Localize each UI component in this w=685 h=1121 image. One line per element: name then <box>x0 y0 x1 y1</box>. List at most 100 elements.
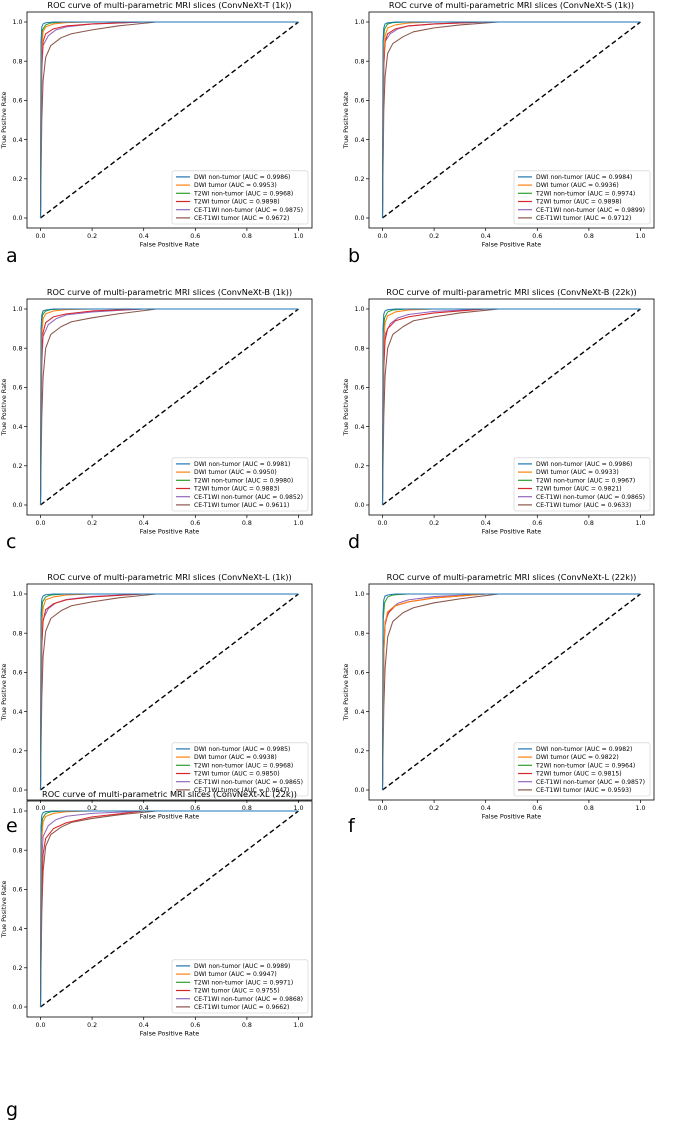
roc-series-line <box>39 308 299 506</box>
y-axis-label: True Positive Rate <box>0 378 8 436</box>
panel-letter: b <box>348 245 360 267</box>
y-tick-label: 0.2 <box>354 748 364 755</box>
y-axis-label: True Positive Rate <box>0 91 8 149</box>
y-tick-label: 0.8 <box>12 58 22 65</box>
chance-line <box>40 308 299 506</box>
roc-series-line <box>39 21 299 219</box>
chance-line <box>40 810 299 1008</box>
roc-series-line <box>39 593 299 791</box>
legend-box <box>171 170 309 225</box>
legend-entry: CE-T1WI tumor (AUC = 0.9672) <box>194 215 289 222</box>
legend-box <box>513 457 651 512</box>
legend-entry: DWI tumor (AUC = 0.9950) <box>194 469 277 476</box>
roc-series-line <box>39 21 299 219</box>
y-tick-label: 0.4 <box>12 424 22 431</box>
legend-entry: CE-T1WI tumor (AUC = 0.9662) <box>194 1004 289 1011</box>
legend-entry: T2WI tumor (AUC = 0.9898) <box>193 199 280 206</box>
roc-panel-a: ROC curve of multi-parametric MRI slices… <box>0 0 313 267</box>
legend-entry: CE-T1WI tumor (AUC = 0.9712) <box>536 215 631 222</box>
x-tick-label: 0.4 <box>481 805 491 812</box>
legend-entry: T2WI tumor (AUC = 0.9850) <box>193 771 280 778</box>
y-tick-label: 0.8 <box>354 58 364 65</box>
x-tick-label: 0.8 <box>242 233 252 240</box>
x-axis-label: False Positive Rate <box>140 1030 199 1038</box>
series-group <box>39 308 299 506</box>
legend-entry: CE-T1WI non-tumor (AUC = 0.9875) <box>194 207 303 214</box>
chance-line <box>382 308 641 506</box>
x-tick-label: 0.6 <box>532 520 542 527</box>
x-tick-label: 1.0 <box>635 233 645 240</box>
chart-title: ROC curve of multi-parametric MRI slices… <box>47 287 292 297</box>
x-tick-label: 0.0 <box>377 805 387 812</box>
legend-entry: DWI non-tumor (AUC = 0.9982) <box>536 746 632 753</box>
y-tick-label: 1.0 <box>12 808 22 815</box>
legend: DWI non-tumor (AUC = 0.9989)DWI tumor (A… <box>171 959 309 1014</box>
legend-entry: T2WI tumor (AUC = 0.9883) <box>193 486 280 493</box>
y-axis-label: True Positive Rate <box>342 91 350 149</box>
legend-box <box>513 170 651 225</box>
roc-series-line <box>381 593 641 791</box>
x-tick-label: 0.0 <box>35 805 45 812</box>
x-tick-label: 0.2 <box>87 520 97 527</box>
y-tick-label: 0.0 <box>12 215 22 222</box>
roc-panel-g: ROC curve of multi-parametric MRI slices… <box>0 789 313 1121</box>
y-tick-label: 0.8 <box>12 847 22 854</box>
legend-entry: T2WI tumor (AUC = 0.9898) <box>535 199 622 206</box>
x-tick-label: 1.0 <box>635 805 645 812</box>
legend-entry: DWI tumor (AUC = 0.9938) <box>194 754 277 761</box>
legend-entry: CE-T1WI non-tumor (AUC = 0.9857) <box>536 779 645 786</box>
x-tick-label: 0.6 <box>190 1022 200 1029</box>
roc-series-line <box>39 810 299 1008</box>
roc-panel-c: ROC curve of multi-parametric MRI slices… <box>0 287 313 553</box>
x-tick-label: 1.0 <box>293 1022 303 1029</box>
y-tick-label: 0.4 <box>12 709 22 716</box>
y-axis-label: True Positive Rate <box>0 663 8 721</box>
x-tick-label: 0.4 <box>481 233 491 240</box>
chance-line <box>40 593 299 791</box>
roc-panel-b: ROC curve of multi-parametric MRI slices… <box>342 0 655 267</box>
y-tick-label: 0.0 <box>12 1004 22 1011</box>
y-tick-label: 0.4 <box>12 137 22 144</box>
x-tick-label: 0.6 <box>190 520 200 527</box>
x-tick-label: 0.8 <box>584 805 594 812</box>
legend-box <box>171 457 309 512</box>
legend: DWI non-tumor (AUC = 0.9985)DWI tumor (A… <box>171 742 309 797</box>
roc-series-line <box>39 308 299 506</box>
panel-letter: f <box>348 815 356 837</box>
x-tick-label: 0.2 <box>429 805 439 812</box>
legend: DWI non-tumor (AUC = 0.9981)DWI tumor (A… <box>171 457 309 512</box>
plot-frame <box>26 800 313 1018</box>
legend-entry: CE-T1WI tumor (AUC = 0.9593) <box>536 787 631 794</box>
y-tick-label: 0.8 <box>12 630 22 637</box>
roc-series-line <box>381 21 641 219</box>
panel-letter: a <box>6 245 18 267</box>
legend: DWI non-tumor (AUC = 0.9986)DWI tumor (A… <box>513 457 651 512</box>
legend-entry: DWI non-tumor (AUC = 0.9986) <box>536 461 632 468</box>
x-tick-label: 0.0 <box>377 233 387 240</box>
x-tick-label: 0.2 <box>87 233 97 240</box>
y-tick-label: 0.6 <box>354 98 364 105</box>
legend-box <box>171 742 309 797</box>
plot-frame <box>26 583 313 801</box>
series-group <box>381 593 641 791</box>
plot-frame <box>368 298 655 516</box>
y-tick-label: 1.0 <box>354 591 364 598</box>
y-tick-label: 0.6 <box>12 385 22 392</box>
x-tick-label: 0.4 <box>139 233 149 240</box>
y-tick-label: 0.0 <box>354 215 364 222</box>
legend-entry: DWI tumor (AUC = 0.9822) <box>536 754 619 761</box>
chart-title: ROC curve of multi-parametric MRI slices… <box>42 789 297 799</box>
legend-entry: CE-T1WI tumor (AUC = 0.9633) <box>536 502 631 509</box>
roc-series-line <box>39 810 299 1008</box>
legend-entry: T2WI tumor (AUC = 0.9821) <box>535 486 622 493</box>
y-axis-label: True Positive Rate <box>342 378 350 436</box>
legend: DWI non-tumor (AUC = 0.9986)DWI tumor (A… <box>171 170 309 225</box>
legend-entry: CE-T1WI non-tumor (AUC = 0.9868) <box>194 996 303 1003</box>
roc-series-line <box>39 810 299 1008</box>
y-tick-label: 0.2 <box>12 748 22 755</box>
roc-series-line <box>381 593 641 791</box>
series-group <box>39 810 299 1008</box>
legend-box <box>171 959 309 1014</box>
x-tick-label: 0.2 <box>429 233 439 240</box>
